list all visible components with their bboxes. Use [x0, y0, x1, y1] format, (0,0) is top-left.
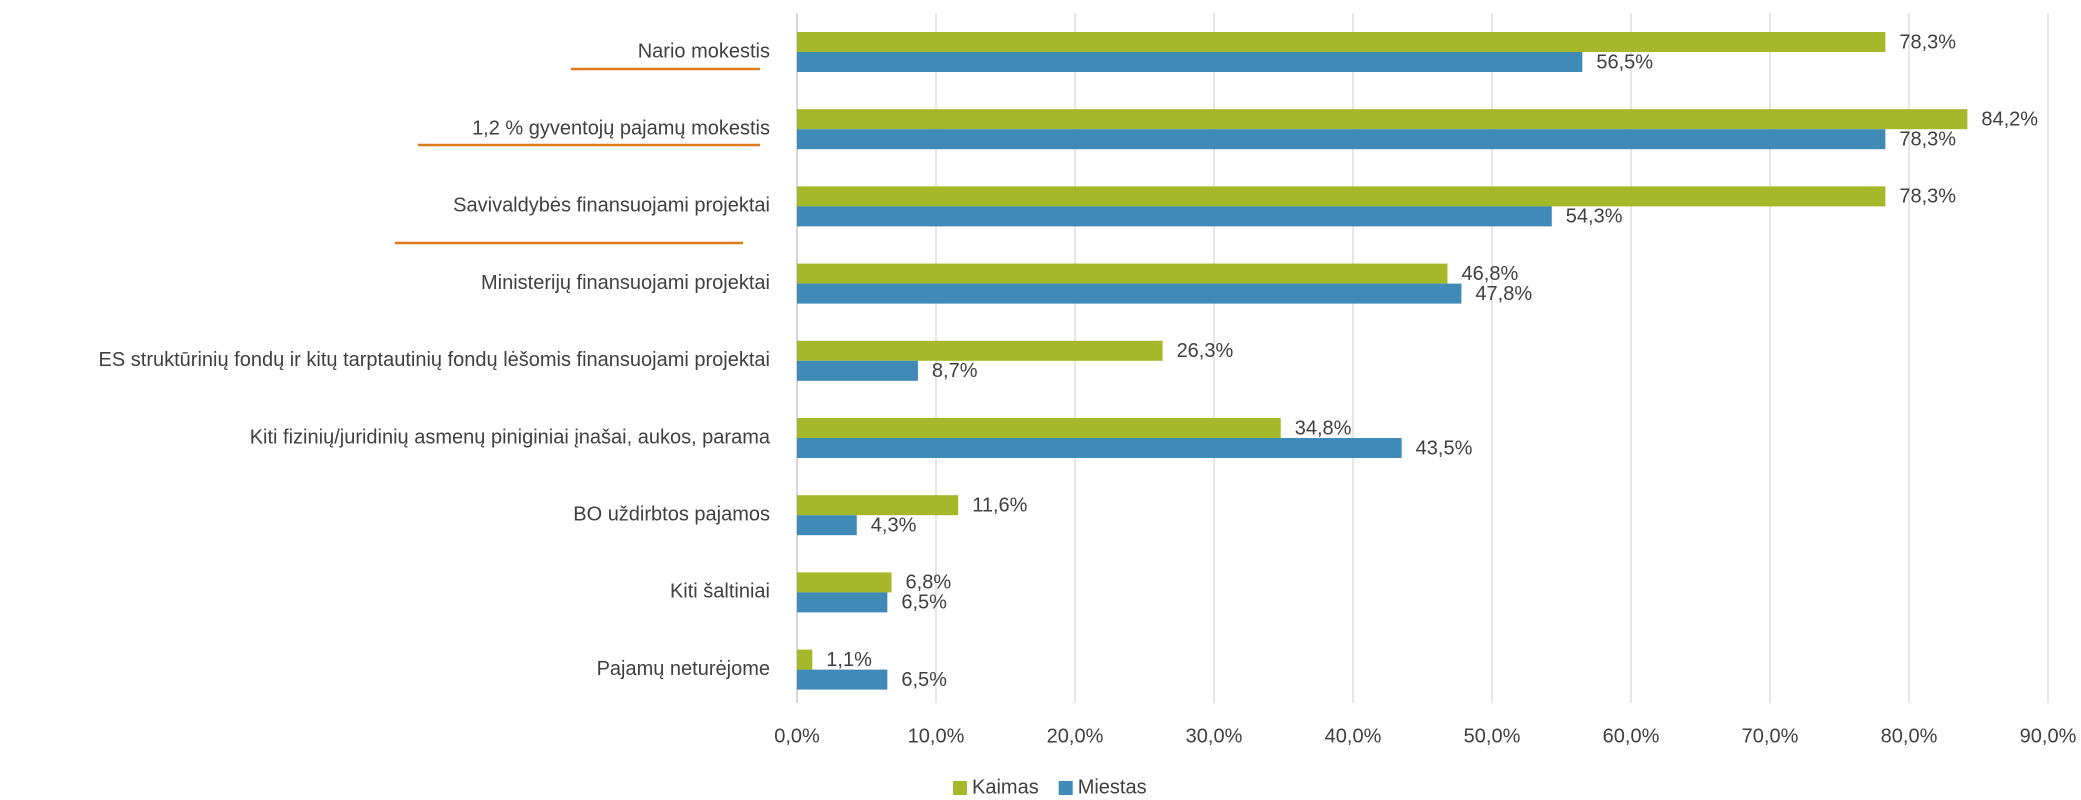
data-label: 6,5% [901, 669, 947, 691]
bar [797, 340, 1163, 361]
category-label: BO uždirbtos pajamos [573, 503, 770, 525]
data-label: 1,1% [826, 649, 872, 671]
x-tick-label: 0,0% [774, 725, 820, 747]
data-label: 84,2% [1981, 108, 2038, 130]
bar [797, 438, 1402, 458]
data-label: 47,8% [1475, 283, 1532, 305]
x-tick-label: 40,0% [1325, 725, 1382, 747]
bar [797, 515, 857, 536]
bar [797, 263, 1448, 284]
data-label: 8,7% [932, 360, 978, 382]
bar [797, 669, 888, 690]
bar [797, 52, 1583, 72]
category-label: Kiti šaltiniai [670, 581, 770, 603]
x-tick-label: 20,0% [1047, 725, 1104, 747]
legend-swatch [1058, 781, 1073, 795]
x-tick-label: 30,0% [1186, 725, 1243, 747]
data-label: 78,3% [1899, 186, 1956, 208]
bar [797, 495, 959, 516]
bar [797, 129, 1886, 150]
data-label: 43,5% [1416, 437, 1473, 459]
bar [797, 360, 918, 381]
x-tick-label: 90,0% [2020, 725, 2077, 747]
bar [797, 572, 892, 593]
x-tick-label: 60,0% [1603, 725, 1660, 747]
data-label: 11,6% [972, 494, 1027, 516]
bar [797, 206, 1552, 227]
data-label: 6,8% [906, 572, 952, 594]
data-label: 4,3% [871, 514, 917, 536]
bar [797, 32, 1886, 52]
category-label: Savivaldybės finansuojami projektai [453, 195, 770, 217]
x-tick-label: 50,0% [1464, 725, 1521, 747]
data-label: 54,3% [1566, 206, 1623, 228]
category-label: Pajamų neturėjome [597, 658, 770, 680]
data-label: 78,3% [1899, 31, 1956, 53]
data-label: 56,5% [1596, 51, 1653, 73]
bar [797, 592, 888, 613]
data-label: 34,8% [1295, 417, 1352, 439]
category-label: 1,2 % gyventojų pajamų mokestis [472, 117, 770, 139]
x-tick-label: 80,0% [1881, 725, 1938, 747]
bar [797, 186, 1886, 207]
category-label: Kiti fizinių/juridinių asmenų piniginiai… [250, 426, 771, 448]
category-label: Ministerijų finansuojami projektai [481, 272, 770, 294]
legend-label: Miestas [1078, 776, 1147, 798]
category-label: Nario mokestis [638, 40, 770, 62]
bar [797, 283, 1462, 304]
data-label: 6,5% [901, 592, 947, 614]
legend-swatch [953, 781, 967, 795]
data-label: 46,8% [1462, 263, 1519, 285]
bar [797, 109, 1968, 130]
category-label: ES struktūrinių fondų ir kitų tarptautin… [99, 349, 770, 371]
data-label: 78,3% [1899, 128, 1956, 150]
data-label: 26,3% [1177, 340, 1234, 362]
bar [797, 649, 813, 670]
legend-label: Kaimas [972, 776, 1039, 798]
bar [797, 418, 1281, 438]
x-tick-label: 70,0% [1742, 725, 1799, 747]
x-tick-label: 10,0% [908, 725, 965, 747]
